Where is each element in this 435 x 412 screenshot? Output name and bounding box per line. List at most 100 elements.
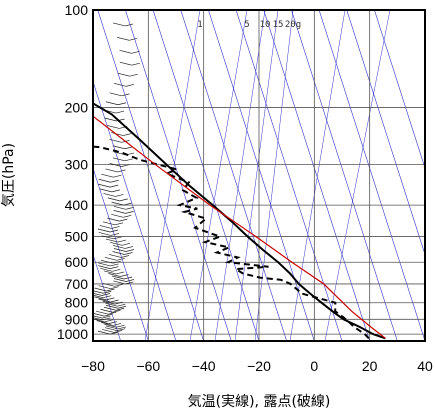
wind-barb [123,133,132,136]
wind-barb [125,281,134,285]
x-tick-label: −60 [136,358,160,374]
mixing-ratio-label: 1 [197,20,202,30]
wind-barb [117,303,126,307]
isotherm-line [263,10,370,341]
mixing-ratio-line [324,10,391,341]
wind-barb [112,157,125,162]
wind-barb [105,168,118,173]
wind-barb [129,73,138,77]
wind-barb [117,169,126,173]
wind-barb [96,320,109,324]
isotherm-line [152,10,260,341]
mixing-ratio-label: 10 [260,20,271,30]
wind-barb [99,188,112,193]
wind-barb [117,239,127,243]
wind-barb [114,301,123,305]
wind-barb [110,266,119,269]
mixing-ratio-line [254,10,294,341]
wind-barb [102,329,115,333]
wind-barb [114,283,123,287]
isotherm-line [346,10,425,256]
wind-barb [119,198,128,202]
mixing-ratio-label: 20g [285,20,301,30]
wind-barb [122,242,131,246]
isotherm-line [291,10,398,341]
wind-barb [124,252,133,255]
wind-barb [93,312,105,317]
y-tick-label: 800 [65,295,89,311]
y-tick-label: 700 [65,276,89,292]
wind-barb [104,319,113,323]
wind-barb [101,173,114,178]
wind-barb [100,267,113,272]
wind-barb [116,257,125,261]
y-tick-label: 300 [65,157,89,173]
isotherm-line [208,10,315,341]
wind-barb [108,321,117,324]
wind-barb [101,235,114,240]
mixing-ratio-label: 5 [244,20,249,30]
mixing-ratio-line [189,10,248,341]
wind-barb [100,322,114,326]
wind-barbs [93,10,140,335]
wind-barb [109,331,119,335]
wind-barb [116,307,125,311]
grid-lines [93,9,425,341]
wind-barb [114,330,123,333]
wind-barb [131,50,140,54]
parcel-curve [93,115,386,339]
wind-barb [108,273,121,277]
wind-barb [124,146,133,150]
wind-barb [125,23,134,27]
wind-barb [125,206,134,210]
wind-barb [100,308,113,313]
wind-barb [104,306,117,311]
dewpoint-curve [93,145,370,339]
wind-barb [109,163,122,167]
wind-barb [117,326,127,330]
wind-barb [110,241,123,246]
x-axis-label: 気温(実線), 露点(破線) [188,394,331,410]
wind-barb [110,263,119,267]
wind-barb [109,254,122,258]
temperature-curve [93,102,386,340]
wind-barb [113,278,126,282]
wind-barb [110,299,119,303]
mixing-ratio-line [234,10,279,341]
mixing-ratio-labels: 1 5 10 15 20g [197,20,301,30]
wind-barb [111,189,120,193]
mixing-ratio-line [289,10,346,341]
wind-barb [113,248,127,252]
isotherm-line [374,10,425,170]
y-tick-label: 900 [65,311,89,327]
wind-barb [113,280,126,285]
wind-barb [111,213,124,218]
wind-barb [131,62,140,66]
wind-barb [103,290,112,294]
wind-barb [112,268,121,272]
y-tick-label: 400 [65,197,89,213]
wind-barb [98,178,111,183]
wind-barb [108,311,117,315]
wind-barb [113,205,126,210]
wind-barb [102,315,111,319]
y-tick-label: 500 [65,229,89,245]
wind-barb [116,324,125,328]
wind-barb [110,286,119,290]
wind-barb [109,229,119,233]
wind-barb [103,270,117,275]
wind-barb [121,164,130,167]
wind-barb [107,125,120,129]
wind-barb [93,318,105,323]
wind-barb [99,225,112,229]
wind-barb [117,36,130,41]
x-tick-label: 20 [362,358,378,374]
x-tick-label: −20 [247,358,271,374]
wind-barb [123,202,132,206]
wind-barb [105,304,118,309]
wind-barb [102,317,111,321]
wind-barb [115,271,125,275]
wind-barb [112,251,125,255]
wind-barb [112,323,122,326]
